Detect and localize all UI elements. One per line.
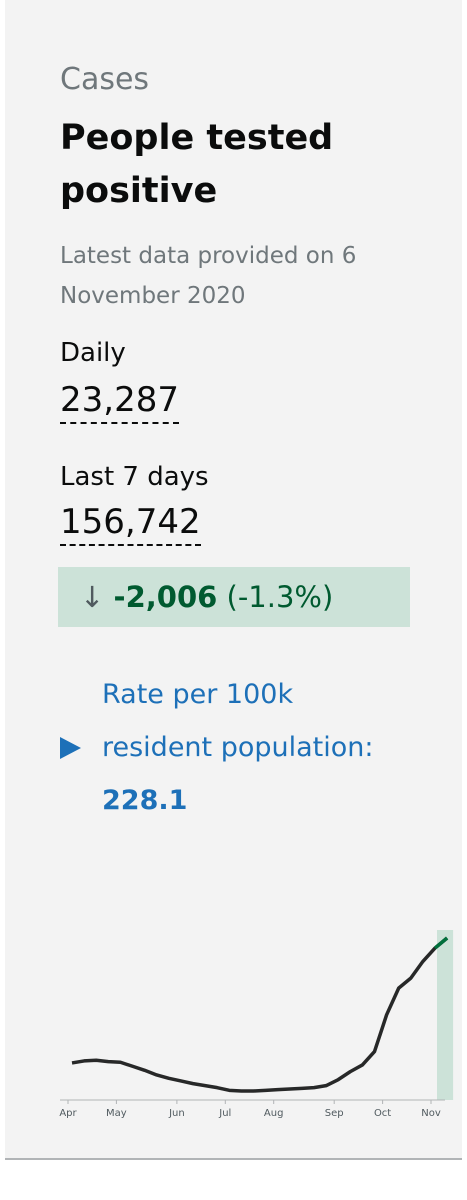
metric-value: 23,287 — [60, 380, 179, 424]
x-tick-label: Jul — [218, 1108, 231, 1119]
x-tick-label: Sep — [325, 1108, 344, 1119]
metric-value: 156,742 — [60, 502, 201, 546]
rate-label: Rate per 100k resident population: — [102, 679, 374, 763]
x-tick-label: Oct — [374, 1108, 391, 1119]
x-tick-label: May — [106, 1108, 127, 1119]
expand-icon[interactable] — [60, 737, 82, 759]
line — [71, 936, 449, 1093]
category: Cases — [60, 62, 150, 97]
highlight-band — [437, 930, 454, 1100]
rate-value: 228.1 — [102, 785, 188, 816]
metric-label: Last 7 days — [60, 462, 209, 492]
change-percent: (-1.3%) — [226, 580, 334, 614]
x-tick-label: Apr — [59, 1108, 77, 1119]
x-tick-label: Aug — [264, 1108, 284, 1119]
metric-label: Daily — [60, 338, 126, 368]
card-title[interactable]: People tested positive — [60, 118, 334, 211]
rate-toggle[interactable]: Rate per 100k resident population: 228.1 — [102, 668, 397, 827]
change-box: ↓ -2,006 (-1.3%) — [58, 567, 410, 627]
updated-note: Latest data provided on 6 November 2020 — [60, 243, 357, 309]
x-tick-label: Jun — [168, 1108, 185, 1119]
x-tick-label: Nov — [421, 1108, 441, 1119]
latest-line — [433, 936, 449, 950]
down-arrow: ↓ — [80, 580, 105, 614]
change-value: -2,006 — [113, 580, 218, 614]
